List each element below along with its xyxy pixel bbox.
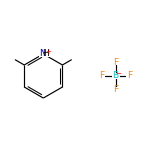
Text: B: B [112,71,118,81]
Text: H: H [43,49,49,59]
Text: F: F [113,58,118,67]
FancyBboxPatch shape [112,60,119,65]
Text: −: − [115,71,121,77]
FancyBboxPatch shape [112,87,119,92]
Text: +: + [45,49,51,55]
Text: F: F [99,71,104,81]
Text: N: N [39,49,45,59]
FancyBboxPatch shape [39,51,52,57]
FancyBboxPatch shape [126,73,133,79]
FancyBboxPatch shape [112,73,120,79]
Text: F: F [127,71,132,81]
FancyBboxPatch shape [98,73,105,79]
Text: F: F [113,85,118,94]
